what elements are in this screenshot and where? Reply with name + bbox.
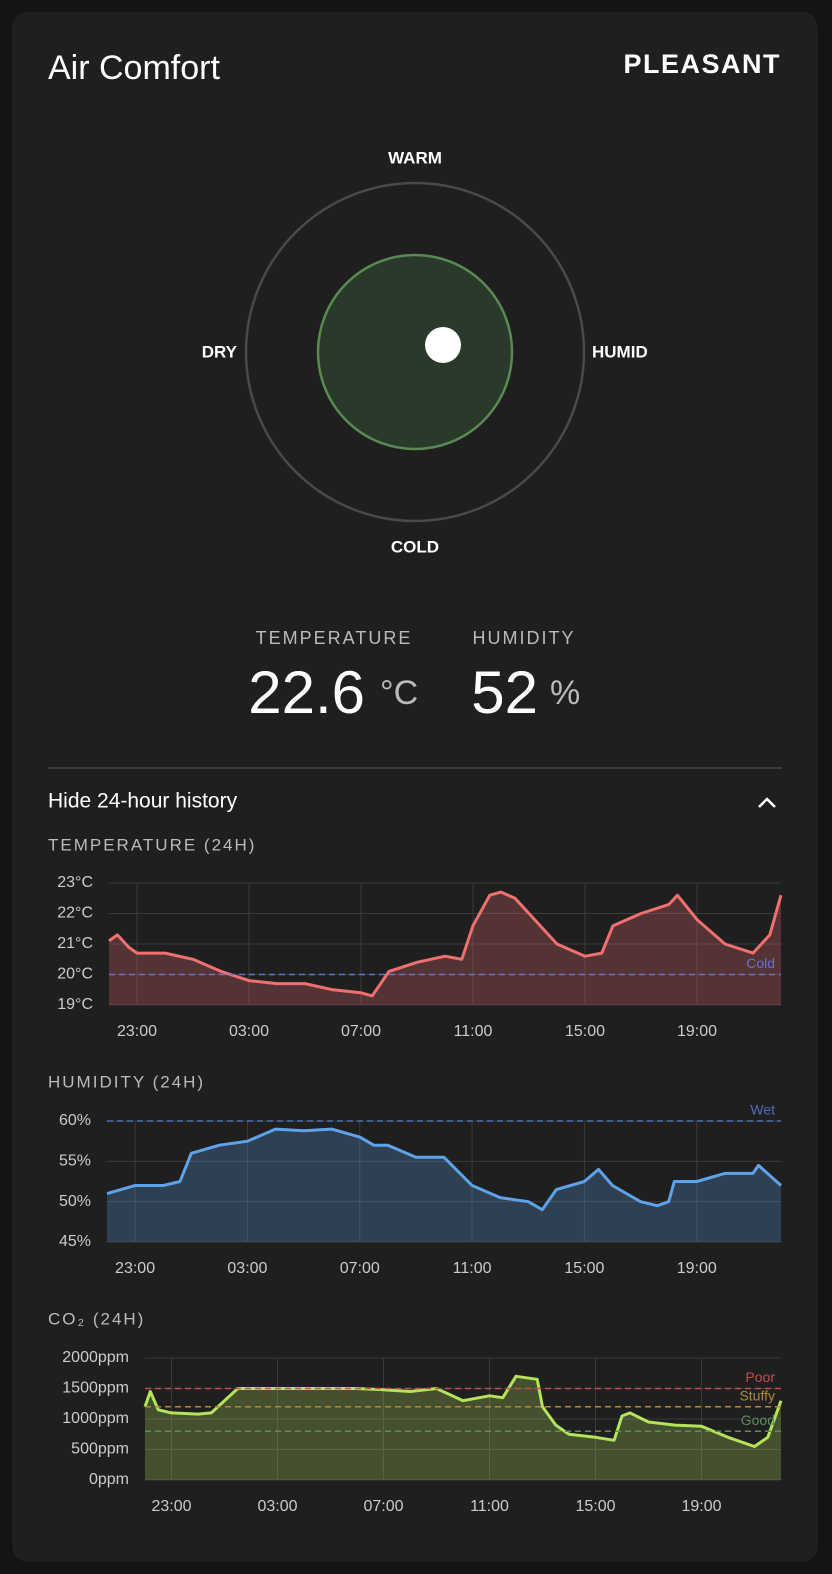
threshold-label: Stuffy [739,1388,775,1404]
outer-ring [244,181,586,523]
x-tick-label: 11:00 [453,1260,492,1277]
series-area [107,1129,781,1242]
x-tick-label: 07:00 [363,1498,403,1515]
chart-title: CO₂ (24H) [48,1309,145,1328]
y-tick-label: 1000ppm [62,1410,129,1427]
x-tick-label: 11:00 [470,1498,509,1515]
chevron-icon[interactable] [758,797,776,808]
compass-label: HUMID [592,342,648,361]
compass-label: DRY [202,342,238,361]
threshold-label: Cold [746,955,775,971]
x-tick-label: 07:00 [341,1023,381,1040]
x-tick-label: 07:00 [340,1260,380,1277]
toggle-label[interactable]: Hide 24-hour history [48,790,238,813]
x-tick-label: 03:00 [257,1498,297,1515]
x-tick-label: 15:00 [575,1498,615,1515]
comfort-zone [316,253,514,451]
x-tick-label: 23:00 [117,1023,157,1040]
y-tick-label: 23°C [57,874,93,891]
threshold-label: Wet [750,1102,775,1118]
x-tick-label: 03:00 [229,1023,269,1040]
x-tick-label: 11:00 [454,1023,493,1040]
y-tick-label: 22°C [57,905,93,922]
x-tick-label: 19:00 [677,1023,717,1040]
y-tick-label: 1500ppm [62,1380,129,1397]
series-line [143,1374,783,1448]
x-tick-label: 03:00 [227,1260,267,1277]
x-tick-label: 23:00 [151,1498,191,1515]
reading-unit: °C [380,674,418,712]
comfort-dot [425,327,461,363]
card-title: Air Comfort [48,49,220,87]
y-tick-label: 55% [59,1153,91,1170]
y-tick-label: 20°C [57,966,93,983]
reading-label: HUMIDITY [473,628,576,648]
y-tick-label: 50% [59,1193,91,1210]
y-tick-label: 0ppm [89,1471,129,1488]
history-toggle[interactable]: Hide 24-hour history [48,782,782,822]
series-area [109,892,781,1005]
threshold-label: Poor [745,1369,775,1385]
reading-value: 22.6 [248,659,365,726]
series-area [145,1376,781,1480]
compass-label: COLD [391,537,439,556]
chart-title: TEMPERATURE (24H) [48,835,256,854]
x-tick-label: 15:00 [565,1023,605,1040]
reading-label: TEMPERATURE [256,628,413,648]
y-tick-label: 21°C [57,935,93,952]
x-tick-label: 19:00 [681,1498,721,1515]
reading-value: 52 [471,659,538,726]
series-line [106,1127,782,1212]
y-tick-label: 500ppm [71,1441,129,1458]
x-tick-label: 23:00 [115,1260,155,1277]
y-tick-label: 2000ppm [62,1349,129,1366]
card-background [12,12,818,1562]
y-tick-label: 60% [59,1112,91,1129]
reading-unit: % [550,674,580,712]
compass-label: WARM [388,148,442,167]
y-tick-label: 19°C [57,996,93,1013]
comfort-status: PLEASANT [623,49,781,79]
chart-title: HUMIDITY (24H) [48,1072,205,1091]
threshold-label: Good [741,1412,775,1428]
x-tick-label: 15:00 [564,1260,604,1277]
x-tick-label: 19:00 [677,1260,717,1277]
y-tick-label: 45% [59,1233,91,1250]
series-line [108,890,783,998]
